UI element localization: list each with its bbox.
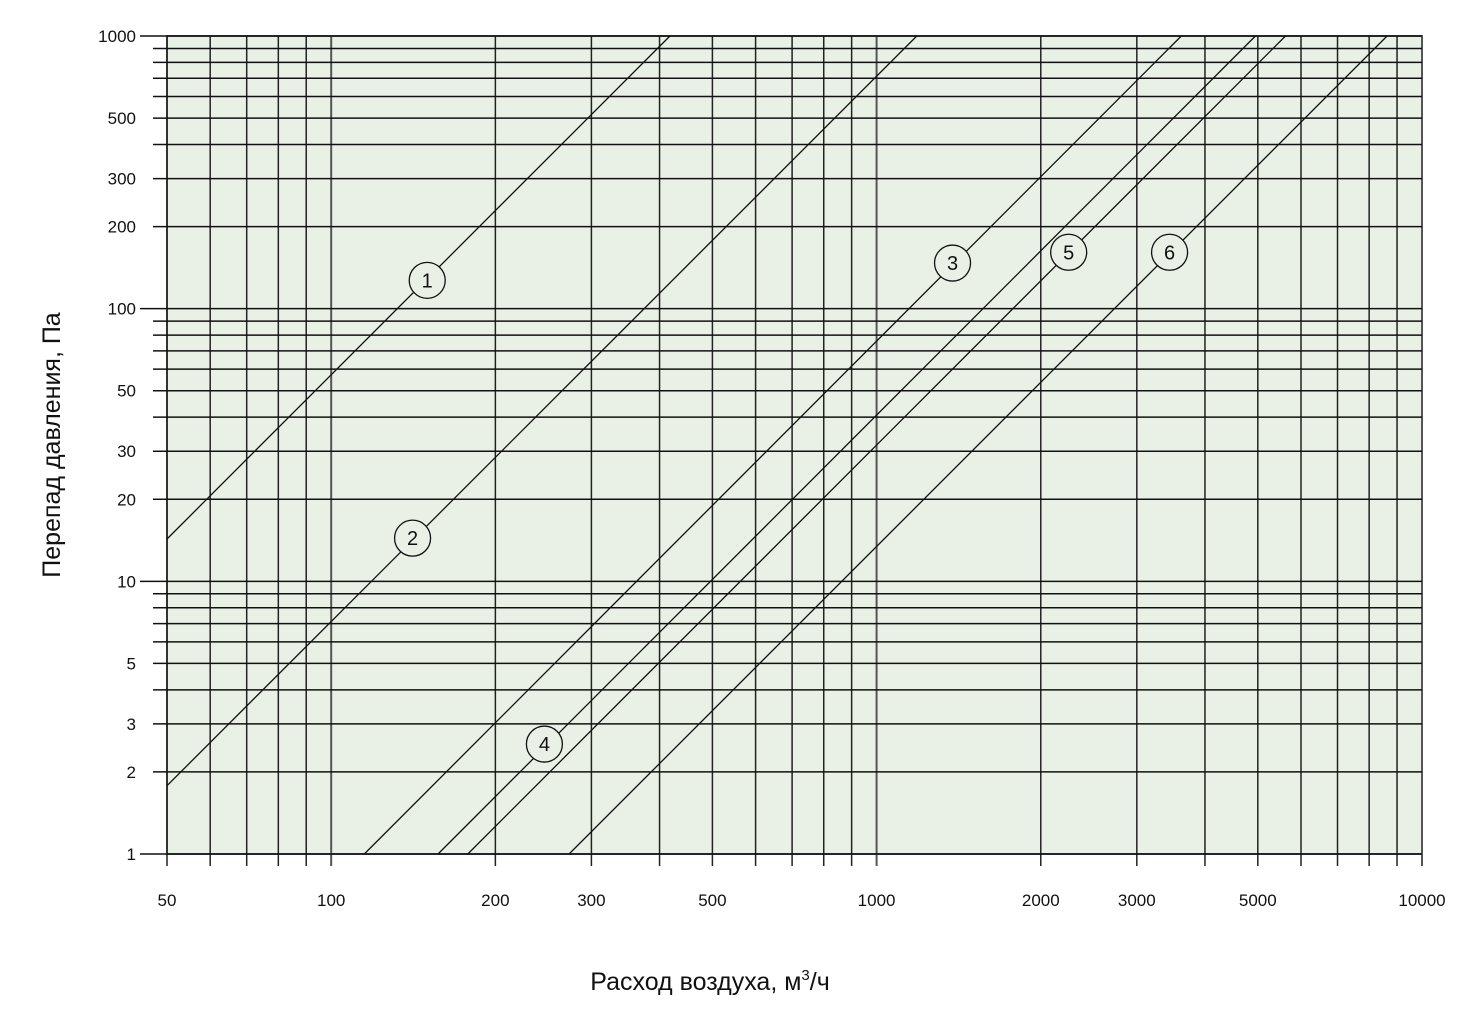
series-label-circle-3 bbox=[933, 244, 972, 282]
x-tick-label: 10000 bbox=[1398, 891, 1445, 910]
y-tick-label: 300 bbox=[108, 170, 136, 189]
y-tick-label: 100 bbox=[108, 300, 136, 319]
x-tick-label: 100 bbox=[317, 891, 345, 910]
series-lines: 1 2 3 4 5 6 bbox=[166, 35, 1388, 855]
series-label-circle-1 bbox=[408, 261, 446, 300]
x-tick-label: 200 bbox=[481, 891, 509, 910]
y-tick-label: 50 bbox=[117, 382, 136, 401]
x-axis-title-sup: 3 bbox=[801, 967, 809, 984]
x-tick-label: 5000 bbox=[1239, 891, 1277, 910]
series-label-4: 4 bbox=[539, 734, 550, 756]
series-label-1: 1 bbox=[422, 270, 433, 292]
y-tick-label: 3 bbox=[127, 715, 136, 734]
y-tick-label: 200 bbox=[108, 218, 136, 237]
y-tick-label: 2 bbox=[127, 763, 136, 782]
y-tick-label: 30 bbox=[117, 442, 136, 461]
series-label-circle-5 bbox=[1050, 233, 1088, 271]
series-label-circle-6 bbox=[1150, 233, 1189, 271]
y-axis-title: Перепад давления, Па bbox=[38, 312, 66, 578]
x-tick-labels: 50 100 200 300 500 1000 2000 3000 5000 10000 bbox=[158, 891, 1446, 910]
x-tick-label: 1000 bbox=[858, 891, 896, 910]
y-tick-label: 5 bbox=[127, 654, 136, 673]
series-line-2 bbox=[166, 35, 918, 787]
plot-area bbox=[166, 35, 1423, 855]
x-tick-label: 50 bbox=[158, 891, 177, 910]
series-line-4 bbox=[437, 35, 1256, 855]
x-axis-title-tail: /ч bbox=[810, 968, 830, 996]
y-tick-label: 500 bbox=[108, 109, 136, 128]
y-tick-labels: 1 2 3 5 10 20 30 50 100 200 300 500 1000 bbox=[98, 27, 136, 864]
series-label-6: 6 bbox=[1164, 242, 1175, 264]
y-tick-label: 20 bbox=[117, 490, 136, 509]
x-tick-label: 500 bbox=[698, 891, 726, 910]
series-label-circle-2 bbox=[393, 519, 432, 557]
series-label-3: 3 bbox=[947, 253, 958, 275]
series-label-2: 2 bbox=[407, 528, 418, 550]
x-tick-label: 3000 bbox=[1118, 891, 1156, 910]
series-label-circle-4 bbox=[525, 725, 564, 763]
y-tick-label: 10 bbox=[117, 572, 136, 591]
series-line-5 bbox=[467, 35, 1286, 855]
series-label-5: 5 bbox=[1063, 242, 1074, 264]
y-tick-label: 1 bbox=[127, 845, 136, 864]
x-tick-label: 2000 bbox=[1022, 891, 1060, 910]
y-tick-label: 1000 bbox=[98, 27, 136, 46]
x-axis-title: Расход воздуха, м3/ч bbox=[590, 967, 830, 996]
series-line-3 bbox=[363, 35, 1182, 855]
series-line-6 bbox=[568, 35, 1388, 855]
x-tick-label: 300 bbox=[577, 891, 605, 910]
x-axis-title-main: Расход воздуха, м bbox=[590, 968, 801, 996]
grid bbox=[140, 35, 1423, 866]
